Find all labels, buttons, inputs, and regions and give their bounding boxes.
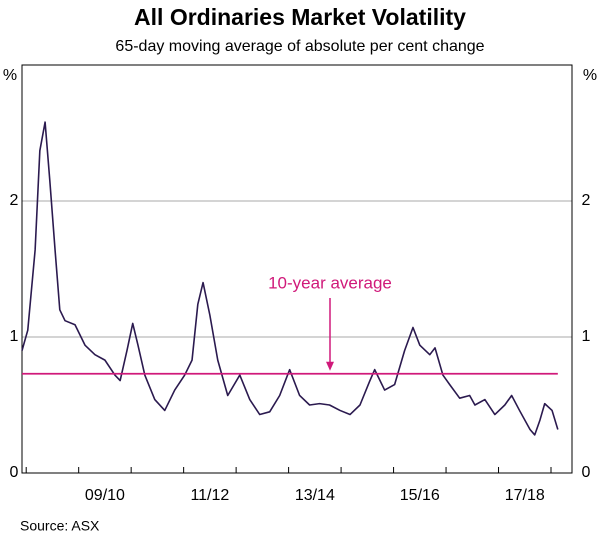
plot-frame (21, 64, 573, 474)
source: Source: ASX (20, 518, 100, 534)
y-tick-label: 1 (10, 328, 19, 345)
x-tick-label: 11/12 (190, 487, 229, 504)
y-unit-right: % (583, 67, 597, 84)
y-unit-left: % (3, 67, 17, 84)
data-line (21, 121, 559, 436)
y-tick-label: 0 (10, 464, 19, 481)
y-tick-label: 2 (10, 192, 19, 209)
annotation: 10-year average (268, 273, 392, 292)
y-tick-label-right: 1 (582, 328, 591, 345)
x-tick-label: 15/16 (400, 487, 440, 504)
chart-title: All Ordinaries Market Volatility (134, 4, 466, 30)
y-tick-label-right: 2 (582, 192, 591, 209)
y-tick-label-right: 0 (582, 464, 591, 481)
x-tick-label: 13/14 (295, 487, 335, 504)
annotation-arrowhead (326, 361, 334, 371)
x-tick-label: 17/18 (505, 487, 545, 504)
chart-subtitle: 65-day moving average of absolute per ce… (115, 38, 484, 55)
x-tick-label: 09/10 (85, 487, 125, 504)
